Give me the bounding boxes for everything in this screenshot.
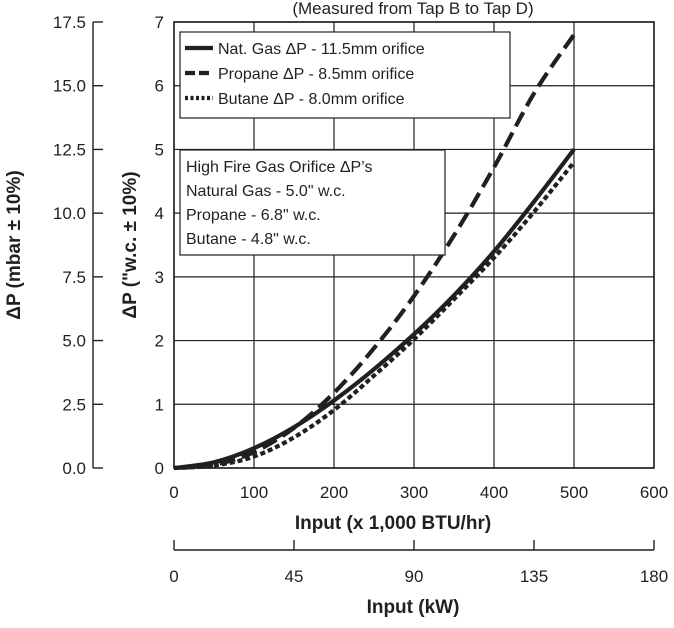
y2-tick-label: 0.0 [62, 459, 86, 478]
x-tick-label: 500 [560, 483, 588, 502]
series-line-dashed [173, 33, 576, 471]
y-tick-label: 0 [155, 459, 164, 478]
x2-tick-label: 45 [285, 567, 304, 586]
x-tick-label: 400 [480, 483, 508, 502]
x2-tick-label: 135 [520, 567, 548, 586]
legend-label: Propane ΔP - 8.5mm orifice [218, 66, 414, 83]
x2-axis-title: Input (kW) [367, 597, 460, 618]
y-tick-label: 6 [155, 77, 164, 96]
y2-axis-title: ΔP (mbar ± 10%) [4, 170, 25, 319]
annotation-line: Butane - 4.8" w.c. [186, 231, 311, 248]
x-axis-title: Input (x 1,000 BTU/hr) [295, 513, 491, 534]
y2-tick-label: 2.5 [62, 395, 86, 414]
legend-label: Nat. Gas ΔP - 11.5mm orifice [218, 41, 425, 58]
series-line-solid [173, 148, 576, 471]
x-tick-label: 300 [400, 483, 428, 502]
x-tick-label: 100 [240, 483, 268, 502]
y2-tick-label: 12.5 [53, 140, 86, 159]
x2-tick-label: 90 [405, 567, 424, 586]
x-tick-label: 0 [169, 483, 178, 502]
x2-tick-label: 180 [640, 567, 668, 586]
x-tick-label: 200 [320, 483, 348, 502]
series-line-dotted [173, 160, 576, 471]
y2-tick-label: 10.0 [53, 204, 86, 223]
y-tick-label: 1 [155, 395, 164, 414]
annotation-line: Natural Gas - 5.0" w.c. [186, 183, 346, 200]
legend-label: Butane ΔP - 8.0mm orifice [218, 91, 405, 108]
x2-tick-label: 0 [169, 567, 178, 586]
x-tick-label: 600 [640, 483, 668, 502]
y-axis-title: ΔP ("w.c. ± 10%) [120, 171, 141, 318]
y-tick-label: 5 [155, 140, 164, 159]
y2-tick-label: 7.5 [62, 268, 86, 287]
annotation-box [179, 149, 446, 256]
y-tick-label: 3 [155, 268, 164, 287]
annotation-line: Propane - 6.8" w.c. [186, 207, 321, 224]
annotation-line: High Fire Gas Orifice ΔP’s [186, 159, 372, 176]
plot-frame [173, 21, 655, 469]
y2-tick-label: 17.5 [53, 13, 86, 32]
legend-box [179, 31, 511, 119]
chart-title: (Measured from Tap B to Tap D) [292, 0, 533, 18]
y-tick-label: 2 [155, 332, 164, 351]
y-tick-label: 7 [155, 13, 164, 32]
y2-tick-label: 15.0 [53, 77, 86, 96]
y-tick-label: 4 [155, 204, 164, 223]
y2-tick-label: 5.0 [62, 332, 86, 351]
